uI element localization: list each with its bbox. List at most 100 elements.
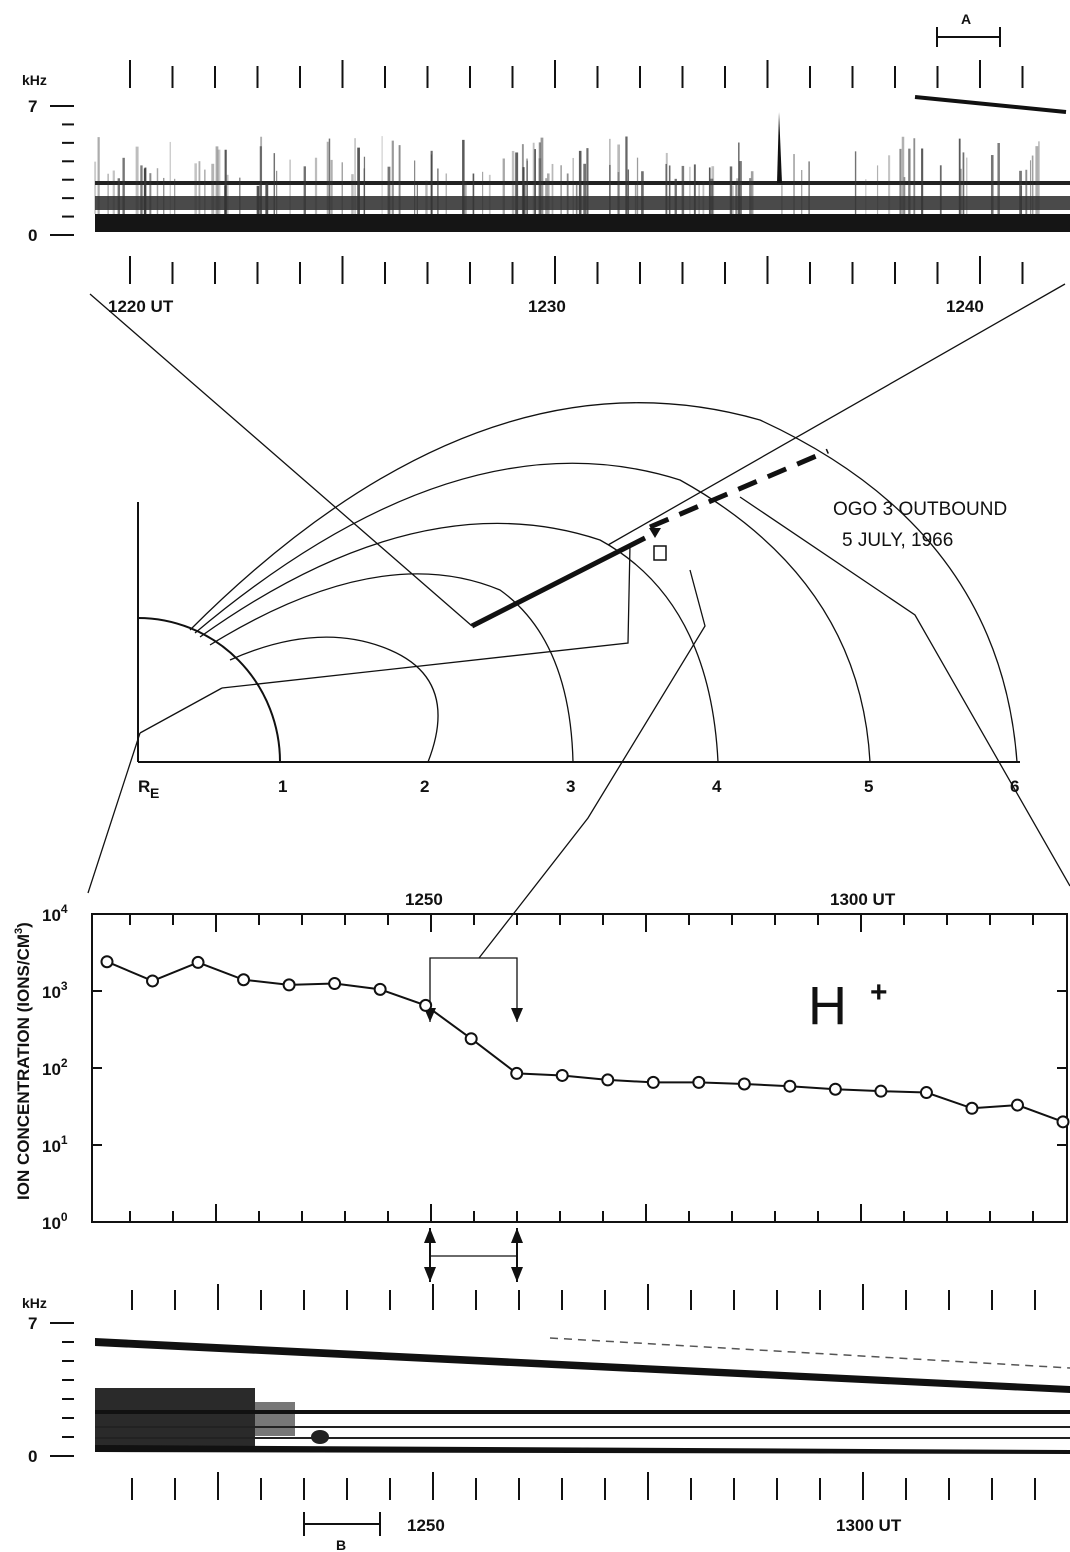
- ion-data-point: [282, 978, 296, 992]
- ion-ytick-label: 104: [42, 902, 68, 925]
- top-noise-band-mid: [95, 196, 1070, 210]
- ion-ytick-label: 101: [42, 1133, 68, 1156]
- projection-line-right: [739, 496, 1070, 887]
- projection-line-mid: [221, 544, 631, 689]
- ion-data-point: [373, 982, 387, 996]
- bottom-time-label-1300: 1300 UT: [836, 1516, 902, 1535]
- top-burst: [777, 112, 782, 183]
- projection-line-top-right: [607, 283, 1066, 546]
- ion-data-point: [965, 1101, 979, 1115]
- top-noise-band-low: [95, 214, 1070, 232]
- ion-gap-bracket-bottom: [424, 1228, 523, 1282]
- species-superscript: +: [870, 976, 888, 1009]
- ion-data-point: [419, 998, 433, 1012]
- top-ytick-0: 0: [28, 226, 37, 245]
- orbit-path-dashed: [649, 448, 829, 530]
- ion-data-point: [191, 955, 205, 969]
- ion-data-point: [874, 1084, 888, 1098]
- bottom-noise-tail: [255, 1402, 295, 1436]
- bottom-faint-tone: [549, 1337, 1070, 1369]
- field-line-l3: [209, 573, 574, 763]
- orbit-xlabel-4: 4: [712, 777, 722, 796]
- ion-gap-bracket-top: [424, 957, 523, 1022]
- orbit-xlabel-6: 6: [1010, 777, 1019, 796]
- field-line-l4: [199, 522, 719, 763]
- ion-time-label-1300: 1300 UT: [830, 890, 896, 909]
- orbit-path-solid: [470, 535, 647, 629]
- ion-data-point: [328, 977, 342, 991]
- ion-data-point: [1056, 1115, 1070, 1129]
- field-line-l5: [194, 462, 871, 763]
- bottom-ytick-0: 0: [28, 1447, 37, 1466]
- ion-series: [100, 955, 1070, 1129]
- ion-y-ticks: 100 101 102 103 104: [42, 902, 1067, 1233]
- top-ytick-7: 7: [28, 97, 37, 116]
- marker-b-label: B: [336, 1537, 346, 1552]
- ion-data-point: [919, 1086, 933, 1100]
- bottom-base-band: [95, 1445, 1070, 1454]
- ion-ytick-label: 103: [42, 979, 68, 1002]
- bottom-unit-label: kHz: [22, 1295, 47, 1311]
- ion-data-point: [692, 1075, 706, 1089]
- orbit-title-line1: OGO 3 OUTBOUND: [833, 499, 1007, 520]
- earth-outline: [137, 617, 281, 763]
- bottom-minor-ticks: [62, 1284, 1036, 1438]
- projection-line-top-left: [89, 293, 473, 627]
- ion-chart-frame: [91, 913, 1068, 1223]
- bottom-falling-tone: [95, 1338, 1070, 1393]
- top-time-label-1230: 1230: [528, 297, 566, 316]
- ion-data-point: [237, 973, 251, 987]
- bottom-time-label-1250: 1250: [407, 1516, 445, 1535]
- orbit-diagram: OGO 3 OUTBOUND 5 JULY, 1966 R E 1 2 3 4 …: [137, 402, 1020, 801]
- ion-data-point: [100, 955, 114, 969]
- species-label: H: [808, 976, 847, 1036]
- ion-data-point: [828, 1082, 842, 1096]
- ion-series-line: [106, 960, 1064, 1123]
- orbit-xlabel-3: 3: [566, 777, 575, 796]
- bottom-blob: [311, 1430, 329, 1444]
- orbit-xlabel-re: R: [138, 777, 150, 796]
- top-time-ticks: [129, 256, 1024, 284]
- marker-a: A: [936, 11, 1001, 47]
- marker-b: B: [303, 1512, 381, 1552]
- orbit-title-line2: 5 JULY, 1966: [842, 530, 953, 551]
- ion-data-point: [601, 1073, 615, 1087]
- ion-x-ticks: [129, 914, 1034, 1222]
- bottom-spectrogram: kHz 7 0 B 1250 1300 UT: [22, 1284, 1070, 1552]
- top-minor-ticks: [62, 60, 1024, 218]
- top-unit-label: kHz: [22, 72, 47, 88]
- ion-ytick-label: 100: [42, 1210, 68, 1233]
- bottom-time-ticks: [131, 1472, 1036, 1500]
- ion-time-label-1250: 1250: [405, 890, 443, 909]
- orbit-xlabel-2: 2: [420, 777, 429, 796]
- ion-data-point: [646, 1075, 660, 1089]
- field-line-l6: [189, 402, 1018, 763]
- ion-data-point: [146, 974, 160, 988]
- ion-data-point: [510, 1066, 524, 1080]
- top-falling-tone: [914, 95, 1067, 114]
- orbit-arrow-head: [649, 528, 661, 538]
- ion-data-point: [783, 1079, 797, 1093]
- bottom-ytick-7: 7: [28, 1314, 37, 1333]
- field-line-l2: [229, 636, 439, 763]
- top-time-label-1220: 1220 UT: [108, 297, 174, 316]
- ion-data-point: [464, 1032, 478, 1046]
- top-time-label-1240: 1240: [946, 297, 984, 316]
- projection-lines: [87, 283, 1070, 959]
- orbit-xlabel-5: 5: [864, 777, 873, 796]
- orbit-xlabel-1: 1: [278, 777, 287, 796]
- top-noise-streaks: [94, 136, 1040, 214]
- ion-data-point: [555, 1068, 569, 1082]
- bottom-noise-block: [95, 1388, 255, 1446]
- top-hiss-line: [95, 181, 1070, 185]
- orbit-gap-marker: [653, 545, 667, 561]
- marker-a-label: A: [961, 11, 971, 27]
- top-spectrogram: kHz 7 0 A 1220 UT 1230 1240: [22, 11, 1070, 316]
- ion-ylabel: ION CONCENTRATION (IONS/CM3): [13, 922, 33, 1200]
- orbit-xlabel-re-sub: E: [150, 785, 159, 801]
- projection-line-low-left: [87, 732, 141, 894]
- ion-chart: 100 101 102 103 104 ION CONCENTRATION (IONS/…: [13, 890, 1070, 1282]
- projection-line-left: [139, 687, 223, 734]
- projection-line-gap: [478, 569, 706, 959]
